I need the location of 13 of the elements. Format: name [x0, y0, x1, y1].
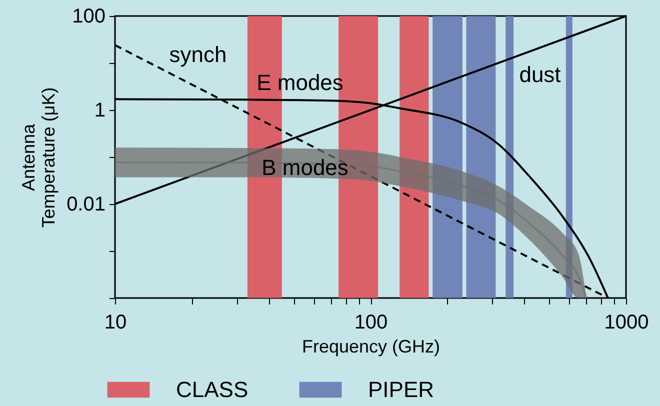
annotation: dust — [519, 62, 561, 87]
x-axis-title: Frequency (GHz) — [302, 336, 440, 356]
legend-label: PIPER — [368, 376, 434, 402]
y-tick-label: 100 — [72, 6, 106, 28]
y-tick-label: 0.01 — [66, 194, 106, 216]
x-tick-label: 100 — [354, 312, 388, 334]
annotation: synch — [169, 42, 227, 67]
y-axis-title: Antenna Temperature (μK) — [18, 87, 59, 228]
annotation: B modes — [262, 155, 348, 180]
legend-label: CLASS — [176, 376, 248, 402]
x-tick-label: 10 — [104, 312, 127, 334]
x-tick-label: 1000 — [604, 312, 649, 334]
y-tick-label: 1 — [94, 100, 106, 122]
